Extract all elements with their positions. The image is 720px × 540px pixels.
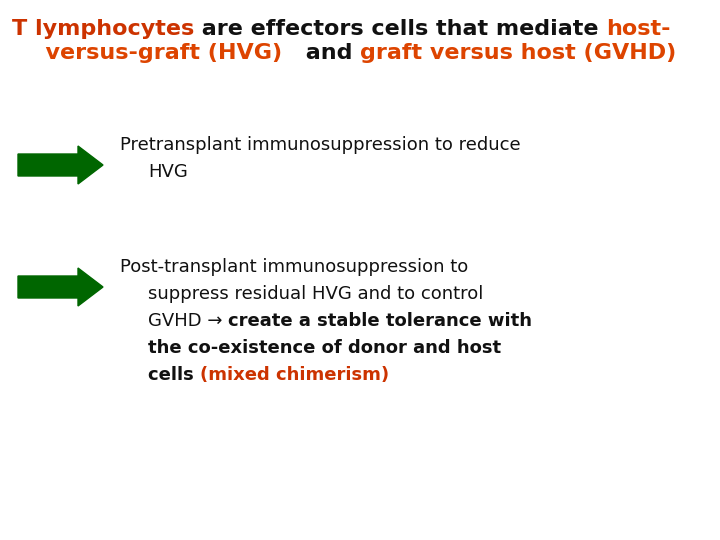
- Text: are effectors cells that mediate: are effectors cells that mediate: [194, 19, 606, 39]
- Text: cells: cells: [148, 366, 200, 384]
- Text: versus-graft (HVG): versus-graft (HVG): [30, 43, 297, 63]
- FancyArrow shape: [18, 268, 103, 306]
- Text: the co-existence of donor and host: the co-existence of donor and host: [148, 339, 501, 357]
- Text: create a stable tolerance with: create a stable tolerance with: [228, 312, 532, 330]
- Text: T lymphocytes: T lymphocytes: [12, 19, 194, 39]
- FancyArrow shape: [18, 146, 103, 184]
- Text: Post-transplant immunosuppression to: Post-transplant immunosuppression to: [120, 258, 468, 276]
- Text: Pretransplant immunosuppression to reduce: Pretransplant immunosuppression to reduc…: [120, 136, 521, 154]
- Text: GVHD →: GVHD →: [148, 312, 228, 330]
- Text: HVG: HVG: [148, 163, 188, 181]
- Text: graft versus host (GVHD): graft versus host (GVHD): [360, 43, 676, 63]
- Text: (mixed chimerism): (mixed chimerism): [200, 366, 389, 384]
- Text: and: and: [297, 43, 360, 63]
- Text: host-: host-: [606, 19, 671, 39]
- Text: suppress residual HVG and to control: suppress residual HVG and to control: [148, 285, 483, 303]
